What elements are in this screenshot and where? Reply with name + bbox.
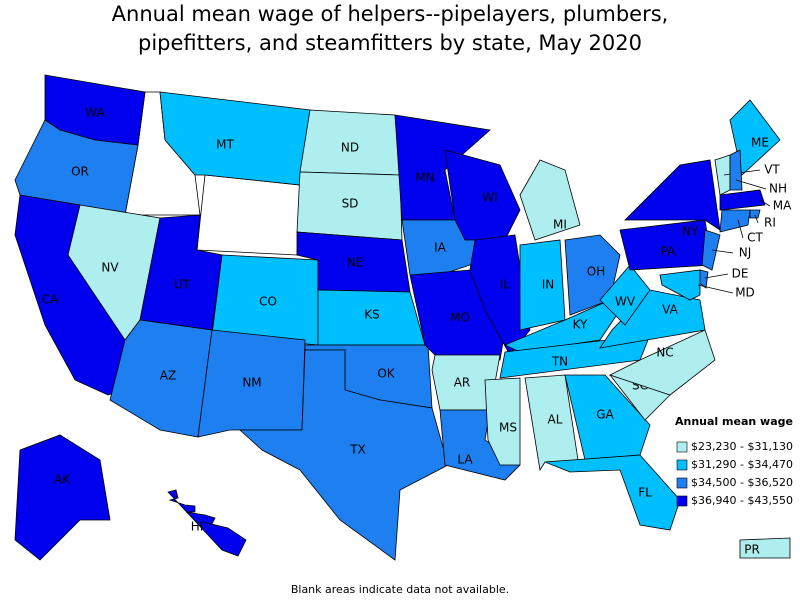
- state-label: MT: [216, 138, 234, 152]
- leader-line: [735, 179, 767, 190]
- legend-label: $23,230 - $31,130: [691, 440, 793, 453]
- state-label: WA: [85, 106, 105, 120]
- legend-swatch: [676, 459, 688, 471]
- states: WA OR CA NV MT UT CO AZ NM ND SD NE KS OK TX MN IA MO AR LA…: [14, 74, 792, 561]
- state-label: NY: [682, 225, 699, 239]
- state-label: OK: [377, 367, 395, 381]
- leader-line: [737, 219, 744, 239]
- state-label: ND: [341, 141, 359, 155]
- state: [701, 229, 721, 271]
- state-label: LA: [457, 453, 473, 467]
- state-label: MI: [553, 218, 567, 232]
- legend-swatch: [676, 477, 688, 489]
- legend-swatch: [676, 441, 688, 453]
- state-label: KS: [364, 308, 380, 322]
- state-label: IA: [434, 241, 447, 255]
- legend: $23,230 - $31,130 $31,290 - $34,470 $34,50…: [676, 440, 793, 507]
- state: [729, 149, 743, 191]
- state-label: MA: [773, 199, 792, 213]
- leader-line: [754, 214, 759, 224]
- state-label: MN: [415, 171, 434, 185]
- state-label: RI: [764, 216, 776, 230]
- state: [564, 374, 651, 461]
- state-label: FL: [638, 486, 652, 500]
- state-label: VA: [662, 303, 678, 317]
- state-label: UT: [174, 278, 191, 292]
- state: [719, 209, 751, 233]
- leader-line: [759, 199, 771, 207]
- state-label: NE: [347, 256, 364, 270]
- legend-label: $36,940 - $43,550: [691, 494, 793, 507]
- state: [238, 349, 449, 561]
- state-label: CO: [259, 295, 277, 309]
- state-label: DE: [732, 267, 749, 281]
- state-label: NJ: [739, 246, 752, 260]
- state-label: MS: [499, 421, 517, 435]
- state-label: AK: [54, 473, 71, 487]
- leader-line: [704, 273, 729, 279]
- state: [714, 154, 731, 196]
- state-label: NC: [656, 346, 673, 360]
- state-label: IL: [500, 278, 511, 292]
- state-label: NV: [101, 261, 119, 275]
- state: [14, 119, 139, 216]
- state-label: WV: [615, 295, 636, 309]
- state-blank: [196, 174, 301, 256]
- title-line: Annual mean wage of helpers--pipelayers,…: [112, 2, 669, 26]
- state-label: PA: [661, 245, 676, 259]
- state-label: PR: [744, 543, 760, 557]
- state-label: AR: [454, 376, 471, 390]
- title-line: pipefitters, and steamfitters by state, …: [138, 31, 642, 55]
- state-label: NM: [242, 376, 261, 390]
- state-label: GA: [596, 408, 614, 422]
- state-label: WI: [482, 191, 497, 205]
- state: [167, 489, 247, 557]
- state-label: AZ: [160, 369, 176, 383]
- state: [484, 377, 521, 466]
- state: [608, 329, 716, 396]
- footnote: Blank areas indicate data not available.: [291, 583, 509, 596]
- state: [544, 454, 681, 531]
- state-label: HI: [191, 520, 204, 534]
- legend-label: $34,500 - $36,520: [691, 476, 793, 489]
- legend-label: $31,290 - $34,470: [691, 458, 793, 471]
- state-label: OR: [71, 165, 89, 179]
- state-label: KY: [573, 318, 588, 332]
- state-label: NH: [769, 182, 787, 196]
- state-label: OH: [587, 265, 605, 279]
- state: [659, 269, 701, 301]
- state-label: MD: [735, 286, 755, 300]
- state: [749, 209, 761, 219]
- state-label: ME: [751, 136, 769, 150]
- state: [739, 537, 791, 559]
- state: [14, 434, 111, 561]
- state-label: MO: [450, 311, 470, 325]
- state: [719, 189, 766, 211]
- state-label: TX: [349, 443, 366, 457]
- legend-title: Annual mean wage: [675, 415, 793, 428]
- state-label: CA: [42, 293, 59, 307]
- state: [624, 159, 721, 231]
- state-label: SD: [342, 197, 359, 211]
- leader-line: [697, 284, 734, 294]
- state: [599, 264, 651, 326]
- state-label: AL: [548, 413, 563, 427]
- legend-swatch: [676, 495, 688, 507]
- state: [519, 159, 581, 241]
- state-label: CT: [747, 231, 763, 245]
- state: [394, 114, 491, 221]
- leader-line: [711, 249, 734, 254]
- state-label: IN: [542, 278, 555, 292]
- state-label: VT: [764, 163, 780, 177]
- state-label: TN: [551, 355, 568, 369]
